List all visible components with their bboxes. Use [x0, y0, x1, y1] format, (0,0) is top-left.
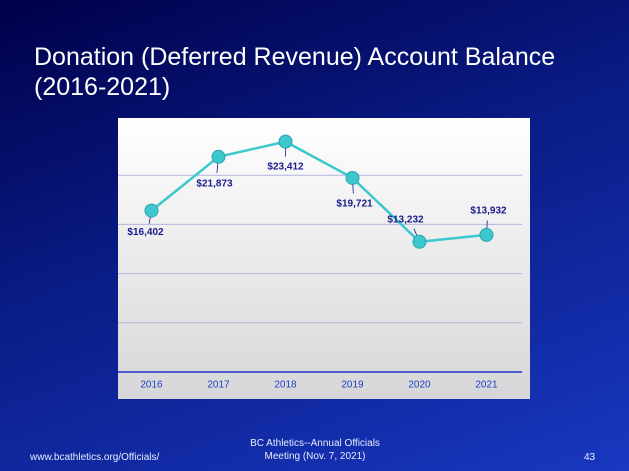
- footer-url: www.bcathletics.org/Officials/: [30, 452, 160, 463]
- footer-line: Meeting (Nov. 7, 2021): [264, 451, 366, 462]
- data-label: $13,932: [470, 206, 507, 217]
- data-label: $21,873: [196, 178, 233, 189]
- x-tick-label: 2020: [408, 380, 431, 391]
- x-tick-label: 2016: [140, 380, 163, 391]
- data-label: $19,721: [336, 199, 373, 210]
- marker: [144, 203, 159, 218]
- page-number: 43: [584, 452, 596, 463]
- x-tick-label: 2021: [475, 380, 498, 391]
- marker: [211, 149, 226, 164]
- x-tick-label: 2019: [341, 380, 364, 391]
- data-label: $13,232: [387, 214, 424, 225]
- x-tick-label: 2017: [207, 380, 230, 391]
- data-label: $16,402: [127, 227, 164, 238]
- footer-center: BC Athletics--Annual Officials Meeting (…: [220, 437, 410, 463]
- marker: [479, 227, 494, 242]
- marker: [278, 134, 293, 149]
- chart-title: Donation (Deferred Revenue) Account Bala…: [34, 43, 556, 101]
- line: [150, 140, 487, 244]
- x-tick-label: 2018: [274, 380, 297, 391]
- marker: [412, 234, 427, 249]
- data-label: $23,412: [267, 161, 304, 172]
- marker: [345, 170, 360, 185]
- chart-area: [118, 118, 530, 399]
- footer-line: BC Athletics--Annual Officials: [250, 438, 380, 449]
